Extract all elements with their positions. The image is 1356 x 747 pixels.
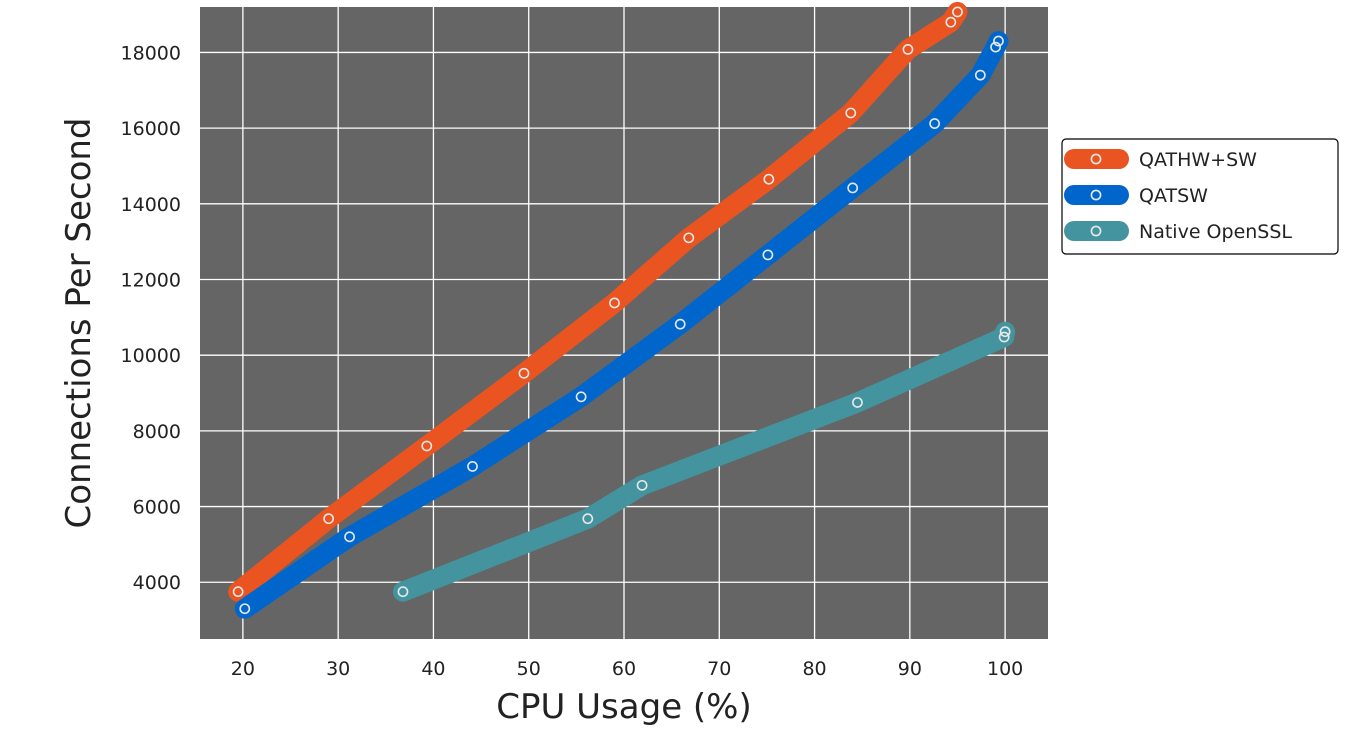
x-axis-title: CPU Usage (%) <box>496 687 752 727</box>
data-point <box>852 397 863 408</box>
data-point <box>993 35 1004 47</box>
legend-label: QATHW+SW <box>1139 149 1257 171</box>
series-line <box>228 1 968 602</box>
x-tick-label: 90 <box>898 658 922 680</box>
data-point <box>945 16 957 28</box>
data-point <box>344 531 355 543</box>
data-point <box>763 173 775 185</box>
x-tick-label: 20 <box>231 658 255 680</box>
series-group <box>228 1 1016 619</box>
data-point <box>762 249 774 261</box>
data-point <box>902 43 914 55</box>
y-tick-label: 4000 <box>133 572 181 594</box>
data-point <box>636 479 648 491</box>
x-tick-label: 50 <box>517 658 541 680</box>
x-tick-label: 30 <box>326 658 350 680</box>
legend-box <box>1061 138 1339 255</box>
data-point <box>397 586 409 598</box>
data-point <box>847 182 859 194</box>
y-tick-label: 12000 <box>121 269 181 291</box>
y-tick-label: 6000 <box>133 497 181 519</box>
x-tick-label: 70 <box>707 658 731 680</box>
data-point <box>929 118 941 129</box>
y-axis-title: Connections Per Second <box>59 117 99 528</box>
y-tick-label: 8000 <box>133 421 181 443</box>
x-tick-label: 60 <box>612 658 636 680</box>
data-point <box>518 367 530 379</box>
data-point <box>683 232 695 244</box>
data-point <box>990 41 1001 53</box>
data-point <box>323 513 335 525</box>
legend-label: Native OpenSSL <box>1139 221 1292 243</box>
legend: QATHW+SW QATSW Native OpenSSL <box>1061 138 1339 255</box>
data-point <box>582 513 594 525</box>
x-tick-label: 80 <box>802 658 826 680</box>
data-point <box>974 69 986 81</box>
series-line <box>234 31 1009 619</box>
data-point <box>674 318 686 330</box>
y-tick-label: 18000 <box>121 42 181 64</box>
x-tick-label: 100 <box>987 658 1023 680</box>
data-point <box>232 586 244 598</box>
x-tick-label: 40 <box>421 658 445 680</box>
data-point <box>999 326 1011 338</box>
data-point <box>467 461 478 472</box>
y-tick-label: 10000 <box>121 345 181 367</box>
x-axis-ticks: 20 30 40 50 60 70 80 90 100 <box>231 658 1023 680</box>
legend-marker <box>1090 189 1102 201</box>
data-point <box>952 6 963 18</box>
data-point <box>575 391 587 403</box>
legend-label: QATSW <box>1139 185 1208 207</box>
data-point <box>609 297 620 309</box>
legend-marker <box>1090 153 1102 165</box>
legend-marker <box>1090 225 1102 237</box>
data-point <box>239 603 251 615</box>
data-point <box>421 440 433 452</box>
data-point <box>998 331 1010 343</box>
data-point <box>845 107 857 119</box>
y-axis-ticks: 4000 6000 8000 10000 12000 14000 16000 18000 <box>121 42 181 594</box>
y-tick-label: 14000 <box>121 194 181 216</box>
y-tick-label: 16000 <box>121 118 181 140</box>
